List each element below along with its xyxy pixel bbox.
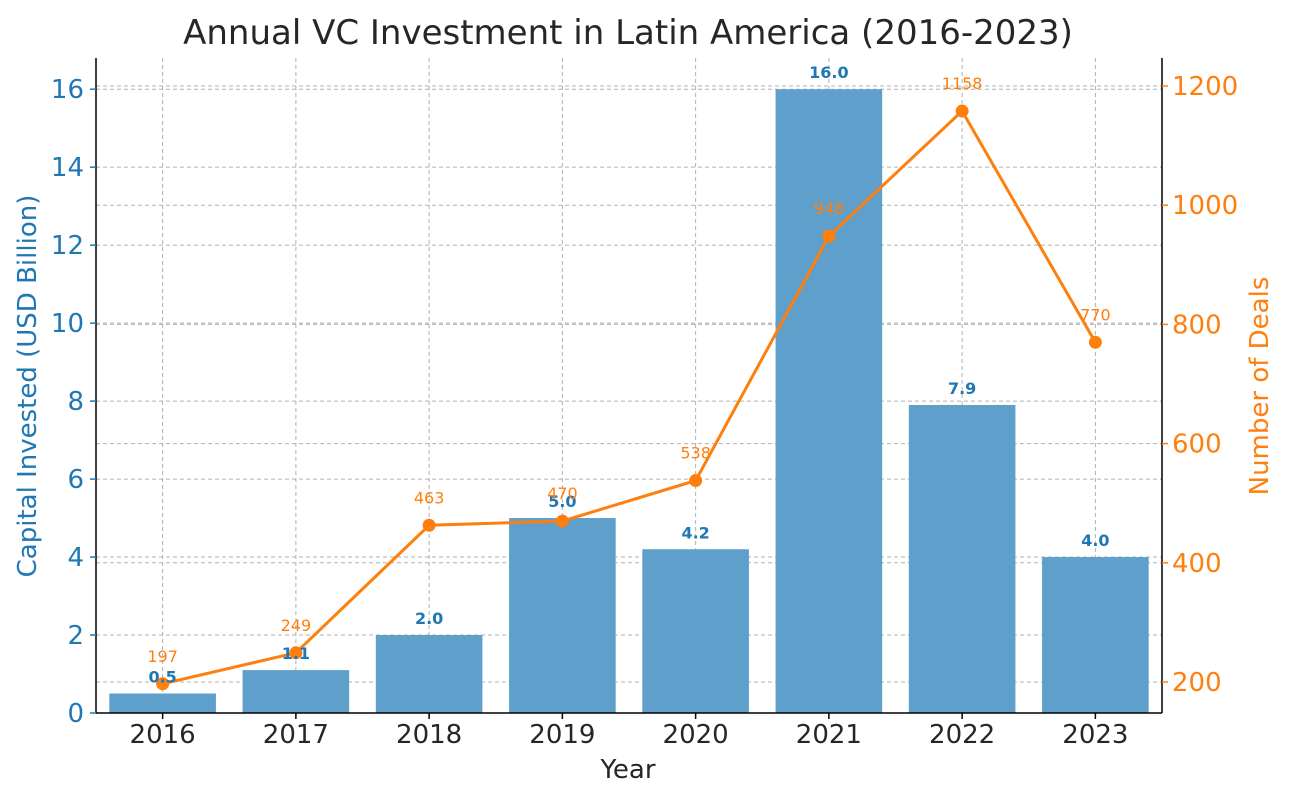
- x-tick-label: 2022: [929, 720, 995, 750]
- deals-point-2020: [689, 474, 703, 488]
- bar-value-label: 5.0: [548, 492, 576, 511]
- right-tick-label: 400: [1172, 549, 1222, 579]
- bar-2022: [908, 404, 1016, 713]
- right-tick-label: 1000: [1172, 191, 1238, 221]
- bar-2021: [775, 89, 883, 713]
- x-tick-label: 2018: [396, 720, 462, 750]
- bar-2016: [109, 693, 216, 713]
- x-tick-label: 2019: [529, 720, 595, 750]
- right-tick-label: 600: [1172, 430, 1222, 460]
- bar-value-label: 16.0: [809, 63, 848, 82]
- deals-value-label: 948: [814, 199, 845, 218]
- bar-value-label: 0.5: [148, 668, 176, 687]
- deals-value-label: 538: [680, 444, 711, 463]
- bar-series: [109, 89, 1149, 713]
- right-tick-label: 1200: [1172, 72, 1238, 102]
- deals-point-2022: [955, 104, 969, 118]
- deals-point-2016: [156, 677, 170, 691]
- line-series: [156, 104, 1102, 691]
- right-tick-label: 200: [1172, 668, 1222, 698]
- deals-point-2018: [422, 518, 436, 532]
- axes: 0 2 4 6 8 10 12 14 16 200 400 600 800 1000 1200 2016 201…: [51, 58, 1238, 750]
- deals-value-label: 1158: [942, 74, 983, 93]
- deals-point-2019: [555, 514, 569, 528]
- right-y-axis-label: Number of Deals: [1245, 277, 1275, 496]
- data-labels: 0.5 1.1 2.0 5.0 4.2 16.0 7.9 4.0 197 249 463 470 538…: [147, 63, 1110, 686]
- x-tick-label: 2021: [796, 720, 862, 750]
- deals-value-label: 770: [1080, 305, 1111, 324]
- chart-title: Annual VC Investment in Latin America (2…: [183, 13, 1073, 53]
- bar-2020: [642, 549, 749, 713]
- left-y-axis-label: Capital Invested (USD Billion): [13, 195, 43, 578]
- left-tick-label: 16: [51, 75, 84, 105]
- left-tick-label: 8: [67, 387, 84, 417]
- x-tick-label: 2020: [663, 720, 729, 750]
- deals-point-2021: [822, 229, 836, 243]
- x-axis-label: Year: [599, 755, 655, 785]
- deals-value-label: 197: [147, 647, 178, 666]
- bar-value-label: 4.2: [681, 523, 709, 542]
- deals-point-2017: [289, 646, 303, 660]
- deals-line: [162, 108, 1097, 686]
- deals-value-label: 470: [547, 484, 578, 503]
- left-tick-label: 4: [67, 543, 84, 573]
- x-tick-label: 2016: [130, 720, 196, 750]
- deals-value-label: 249: [281, 616, 312, 635]
- x-tick-label: 2017: [263, 720, 329, 750]
- deals-value-label: 463: [414, 488, 445, 507]
- left-tick-label: 14: [51, 153, 84, 183]
- left-tick-label: 2: [67, 621, 84, 651]
- bar-value-label: 1.1: [282, 644, 310, 663]
- bar-value-label: 4.0: [1081, 531, 1109, 550]
- bar-2018: [375, 635, 483, 713]
- left-tick-label: 10: [51, 309, 84, 339]
- bar-2023: [1042, 557, 1149, 713]
- deals-point-2023: [1088, 335, 1102, 349]
- left-tick-label: 0: [67, 699, 84, 729]
- bar-value-label: 2.0: [415, 609, 443, 628]
- x-tick-label: 2023: [1062, 720, 1128, 750]
- left-tick-label: 12: [51, 231, 84, 261]
- left-tick-label: 6: [67, 465, 84, 495]
- bar-2019: [509, 518, 616, 713]
- bar-2017: [242, 670, 350, 713]
- right-tick-label: 800: [1172, 310, 1222, 340]
- bar-value-label: 7.9: [948, 379, 976, 398]
